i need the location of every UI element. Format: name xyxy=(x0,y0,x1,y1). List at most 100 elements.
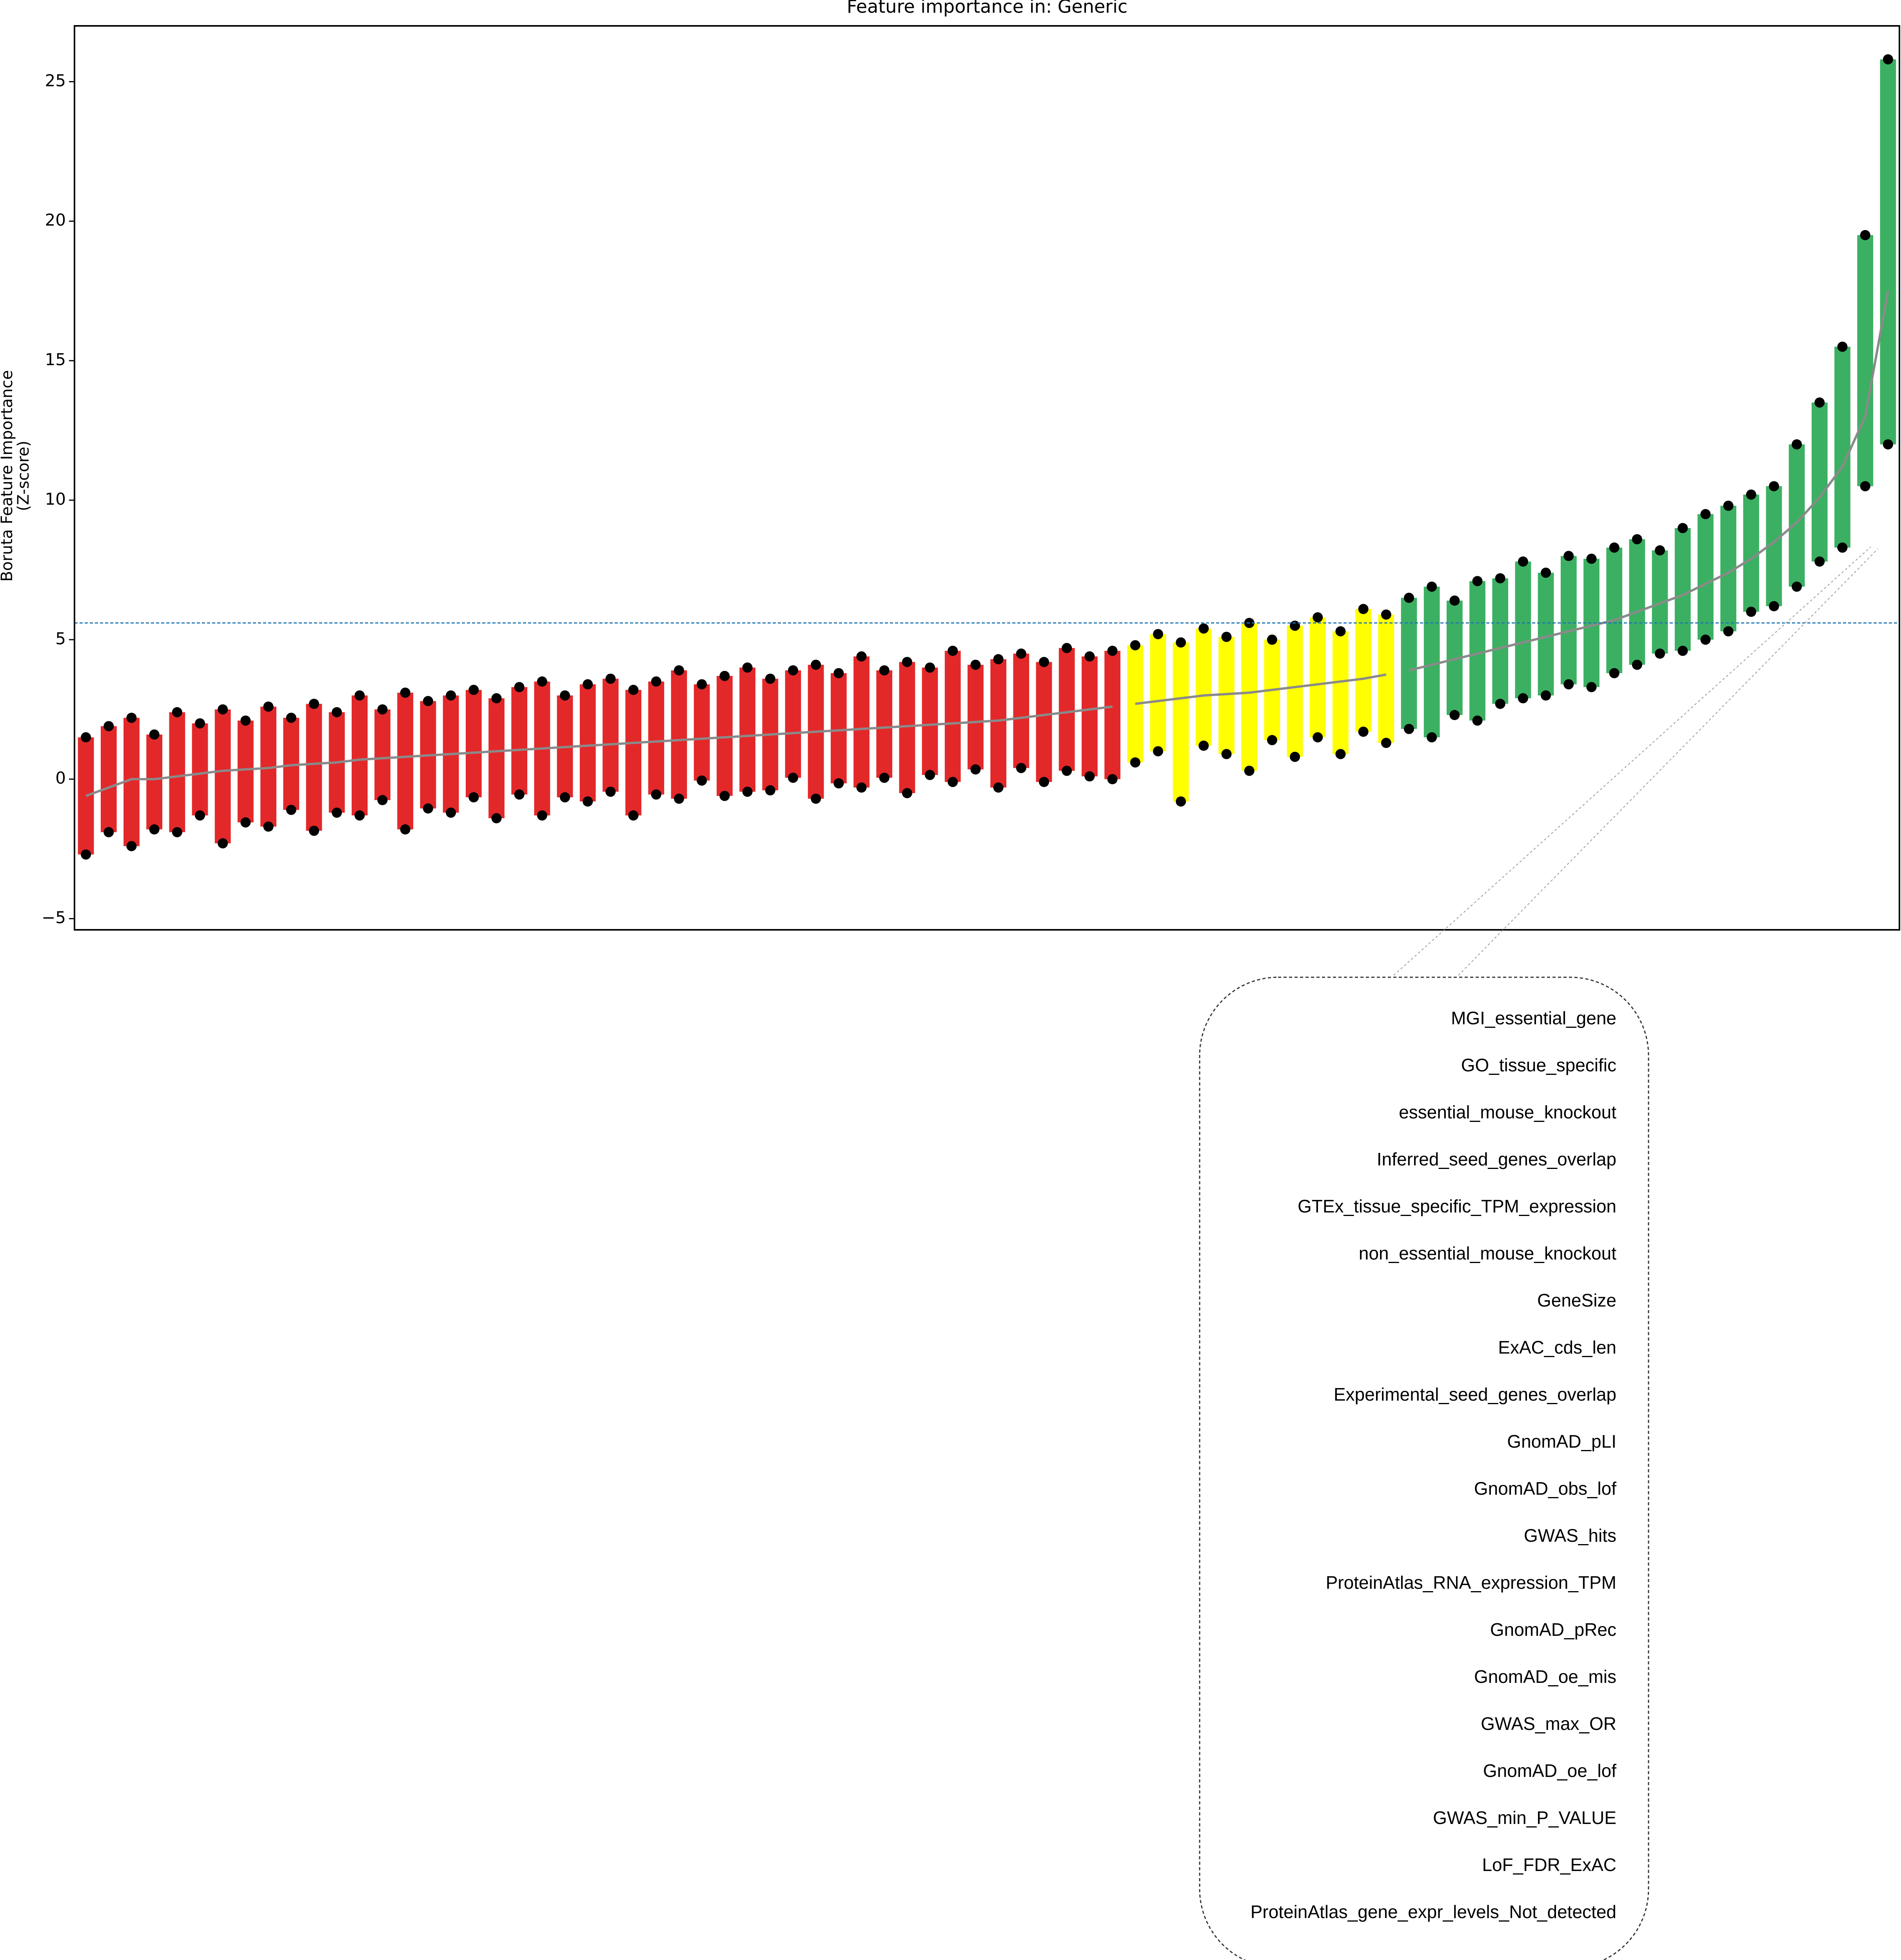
min-point xyxy=(1335,749,1346,759)
min-point xyxy=(765,785,775,796)
range-bar xyxy=(1423,586,1440,737)
max-point xyxy=(1335,626,1346,637)
min-point xyxy=(697,775,707,786)
max-point xyxy=(1130,640,1140,651)
min-point xyxy=(1632,659,1642,670)
min-point xyxy=(1198,740,1209,751)
range-bar xyxy=(169,712,185,832)
feature-name: GeneSize xyxy=(1537,1290,1616,1310)
range-bar xyxy=(1538,572,1554,696)
max-point xyxy=(1814,397,1825,408)
feature-name: GnomAD_obs_lof xyxy=(1474,1478,1616,1499)
max-point xyxy=(1678,523,1688,534)
min-point xyxy=(970,764,981,775)
range-bar xyxy=(1173,642,1189,802)
max-point xyxy=(879,665,890,676)
range-bar xyxy=(1081,656,1098,777)
y-tick-label: 15 xyxy=(45,350,66,369)
min-point xyxy=(149,824,160,835)
range-bar xyxy=(1036,662,1052,782)
min-point xyxy=(1176,796,1186,807)
max-point xyxy=(514,682,525,692)
max-point xyxy=(1723,501,1734,511)
range-bar xyxy=(397,693,414,829)
min-point xyxy=(103,827,114,837)
min-point xyxy=(172,827,182,837)
max-point xyxy=(1563,551,1574,561)
median-line xyxy=(1409,290,1889,672)
min-point xyxy=(1267,735,1277,746)
range-bar xyxy=(1857,235,1874,486)
max-point xyxy=(1632,534,1642,544)
range-bar xyxy=(1104,651,1120,779)
range-bar xyxy=(853,656,870,788)
max-point xyxy=(833,668,844,679)
range-bar xyxy=(603,679,619,792)
feature-name: MGI_essential_gene xyxy=(1451,1008,1616,1028)
range-bar xyxy=(1150,634,1166,751)
feature-name: ExAC_cds_len xyxy=(1498,1337,1616,1357)
connector xyxy=(1458,548,1878,976)
min-point xyxy=(1244,766,1255,776)
min-point xyxy=(1700,634,1711,645)
min-point xyxy=(583,796,593,807)
max-point xyxy=(1153,629,1163,639)
max-point xyxy=(1883,54,1893,65)
max-point xyxy=(902,657,912,667)
min-point xyxy=(1792,581,1802,592)
min-point xyxy=(126,841,137,851)
min-point xyxy=(423,803,433,814)
min-point xyxy=(674,793,684,804)
median-line xyxy=(1135,673,1387,705)
range-bar xyxy=(1698,514,1714,640)
max-point xyxy=(218,704,228,715)
max-point xyxy=(1358,604,1369,614)
min-point xyxy=(1404,724,1414,734)
max-point xyxy=(993,654,1004,664)
range-bar xyxy=(922,667,938,775)
chart-title: Feature importance in: Generic xyxy=(847,0,1128,17)
max-point xyxy=(970,659,981,670)
range-bar xyxy=(1309,617,1326,737)
min-point xyxy=(993,782,1004,793)
max-point xyxy=(1404,593,1414,603)
range-bar xyxy=(968,664,984,769)
min-point xyxy=(354,810,365,821)
min-point xyxy=(948,777,958,787)
range-bar xyxy=(830,673,847,784)
max-point xyxy=(1609,542,1620,553)
max-point xyxy=(1107,646,1118,656)
max-point xyxy=(1084,651,1095,662)
min-point xyxy=(1586,682,1597,692)
min-point xyxy=(1746,606,1756,617)
min-point xyxy=(1518,693,1528,704)
range-bar xyxy=(238,720,254,822)
min-point xyxy=(1381,738,1391,748)
max-point xyxy=(1792,439,1802,450)
max-point xyxy=(468,684,479,695)
min-point xyxy=(742,786,753,797)
range-bar xyxy=(648,681,665,795)
max-point xyxy=(400,688,410,698)
min-point xyxy=(1221,749,1232,759)
max-point xyxy=(263,701,274,712)
min-point xyxy=(1039,777,1049,787)
feature-name: GnomAD_pLI xyxy=(1507,1431,1616,1452)
range-bar xyxy=(374,709,390,800)
min-point xyxy=(788,773,798,783)
max-point xyxy=(195,718,205,729)
feature-name: GnomAD_oe_mis xyxy=(1474,1666,1616,1687)
max-point xyxy=(628,684,639,695)
y-axis-label: (Z-score) xyxy=(15,441,33,511)
max-point xyxy=(1655,545,1665,556)
min-point xyxy=(879,773,890,783)
connector xyxy=(1393,546,1871,976)
feature-name: Inferred_seed_genes_overlap xyxy=(1377,1149,1616,1169)
max-point xyxy=(583,679,593,690)
range-bar xyxy=(1333,631,1349,754)
range-bar xyxy=(1287,626,1303,757)
plot-area xyxy=(74,54,1899,860)
range-bar xyxy=(944,651,961,782)
min-point xyxy=(719,791,730,801)
